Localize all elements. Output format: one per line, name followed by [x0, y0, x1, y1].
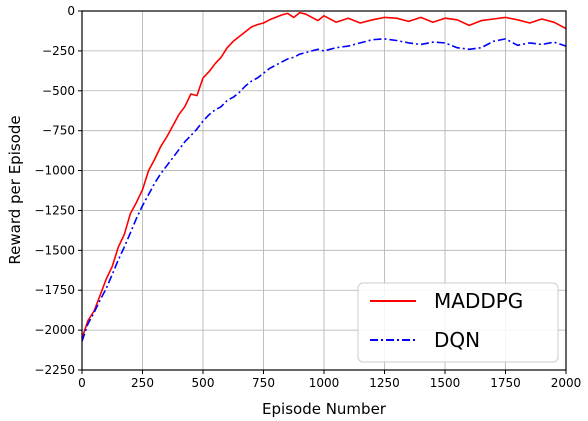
y-axis-title: Reward per Episode — [6, 115, 24, 264]
y-tick-label: −250 — [42, 44, 75, 58]
y-tick-label: −1000 — [34, 164, 75, 178]
x-tick-label: 500 — [192, 376, 215, 390]
legend-label-dqn: DQN — [434, 328, 480, 352]
y-tick-label: −1750 — [34, 283, 75, 297]
series-line-dqn — [81, 38, 567, 342]
x-tick-label: 1500 — [430, 376, 461, 390]
x-tick-label: 750 — [252, 376, 275, 390]
y-tick-label: −500 — [42, 84, 75, 98]
y-tick-label: −750 — [42, 124, 75, 138]
series-line-maddpg — [81, 11, 567, 339]
y-tick-label: −1250 — [34, 203, 75, 217]
x-axis-title: Episode Number — [262, 400, 387, 418]
x-tick-label: 1250 — [369, 376, 400, 390]
y-tick-label: −2000 — [34, 323, 75, 337]
x-tick-label: 1750 — [490, 376, 521, 390]
legend-box — [357, 282, 559, 363]
axis-ticks: 0 250 500 750 1000 1250 1500 1750 2000 0 −250 −500 −… — [34, 4, 581, 390]
y-tick-label: −2250 — [34, 363, 75, 377]
y-tick-label: 0 — [67, 4, 75, 18]
series-layer — [81, 11, 567, 342]
x-tick-label: 0 — [78, 376, 86, 390]
legend: MADDPG DQN — [357, 282, 559, 363]
x-tick-label: 250 — [131, 376, 154, 390]
legend-label-maddpg: MADDPG — [434, 289, 523, 313]
x-tick-label: 1000 — [309, 376, 340, 390]
x-tick-label: 2000 — [551, 376, 582, 390]
y-tick-label: −1500 — [34, 243, 75, 257]
